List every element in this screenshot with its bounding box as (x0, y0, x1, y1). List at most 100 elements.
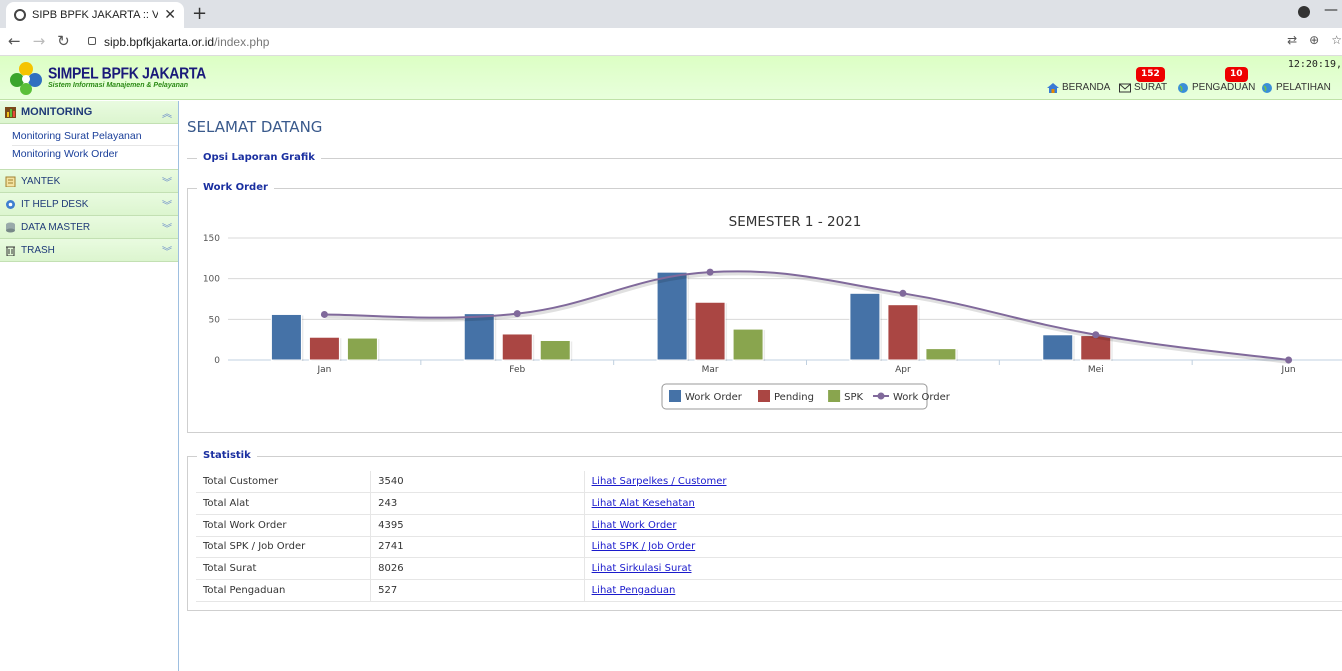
line-point (1285, 356, 1293, 364)
sidebar-section-data-master[interactable]: DATA MASTER ︾ (0, 216, 178, 239)
x-tick-label: Mar (702, 365, 719, 375)
gear-icon (6, 199, 15, 209)
new-tab-icon[interactable]: + (192, 3, 208, 24)
tab-title: SIPB BPFK JAKARTA :: Version 2.1 (32, 9, 159, 21)
minimize-icon[interactable]: — (1324, 2, 1338, 18)
star-icon[interactable]: ☆ (1331, 33, 1342, 47)
chart-legend (661, 383, 928, 410)
nav-surat-label: SURAT (1134, 82, 1168, 93)
sidebar-it-help-desk-label: IT HELP DESK (21, 198, 89, 210)
lock-icon[interactable] (88, 37, 96, 45)
zoom-icon[interactable]: ⊕ (1309, 33, 1320, 47)
statistik-table: Total Customer 3540 Lihat Sarpelkes / Cu… (196, 471, 1342, 602)
line-point (320, 310, 328, 318)
globe-icon (1178, 82, 1188, 93)
database-icon (6, 222, 15, 232)
statistik-panel (187, 456, 1342, 611)
y-tick-label: 100 (203, 275, 220, 285)
legend-swatch (828, 390, 841, 402)
reload-icon[interactable]: ↻ (57, 32, 70, 50)
work-order-legend: Work Order (197, 182, 274, 193)
legend-label: Pending (774, 392, 814, 403)
nav-surat[interactable]: SURAT (1119, 82, 1167, 93)
x-tick-label: Apr (895, 365, 911, 375)
stat-value: 527 (370, 579, 585, 602)
surat-badge: 152 (1136, 67, 1165, 82)
sidebar: MONITORING ︽ Monitoring Surat Pelayanan … (0, 101, 179, 671)
chart-icon (5, 106, 16, 118)
translate-icon[interactable]: ⇄ (1287, 33, 1298, 47)
sidebar-trash-label: TRASH (21, 244, 55, 256)
page-title: SELAMAT DATANG (187, 118, 323, 136)
stat-link[interactable]: Lihat Pengaduan (591, 584, 676, 596)
nav-beranda[interactable]: BERANDA (1047, 82, 1110, 93)
stat-link[interactable]: Lihat Sirkulasi Surat (591, 563, 692, 575)
sidebar-item-monitoring-work-order[interactable]: Monitoring Work Order (12, 148, 119, 160)
stat-value: 8026 (370, 557, 585, 580)
line-point (513, 310, 521, 318)
chevron-down-icon[interactable]: ︾ (162, 201, 172, 212)
sidebar-item-monitoring-surat[interactable]: Monitoring Surat Pelayanan (12, 128, 178, 146)
bar (732, 328, 764, 361)
sidebar-section-monitoring[interactable]: MONITORING ︽ (0, 101, 178, 124)
browser-nav: ← → ↻ (8, 32, 70, 50)
record-icon[interactable] (1298, 6, 1310, 18)
close-tab-icon[interactable]: ✕ (164, 7, 176, 23)
stat-value: 4395 (370, 514, 585, 537)
bar (539, 339, 571, 361)
browser-tab[interactable]: SIPB BPFK JAKARTA :: Version 2.1 ✕ (6, 2, 184, 28)
nav-pengaduan[interactable]: PENGADUAN (1177, 82, 1255, 93)
sidebar-monitoring-label: MONITORING (21, 106, 93, 118)
y-tick-label: 50 (209, 315, 221, 325)
legend-label: Work Order (685, 392, 743, 403)
legend-marker (877, 392, 885, 400)
x-tick-label: Feb (509, 365, 525, 375)
globe-icon (1262, 82, 1272, 93)
line-point (1092, 331, 1100, 339)
bar (1042, 334, 1074, 361)
sidebar-section-yantek[interactable]: YANTEK ︾ (0, 170, 178, 193)
nav-pengaduan-label: PENGADUAN (1192, 82, 1256, 93)
home-icon (1047, 82, 1059, 93)
address-bar: ← → ↻ sipb.bpfkjakarta.or.id/index.php ⇄… (0, 28, 1342, 56)
address-icons: ⇄ ⊕ ☆ (1287, 33, 1342, 47)
opsi-legend[interactable]: Opsi Laporan Grafik (197, 152, 321, 163)
browser-tabbar: SIPB BPFK JAKARTA :: Version 2.1 ✕ + — (0, 0, 1342, 28)
stat-link[interactable]: Lihat Work Order (591, 519, 677, 531)
logo-subtitle: Sistem Informasi Manajemen & Pelayanan (48, 82, 189, 89)
clock: 12:20:19, (1287, 59, 1342, 70)
bar (270, 313, 302, 361)
stat-link[interactable]: Lihat Sarpelkes / Customer (591, 476, 727, 488)
chevron-down-icon[interactable]: ︾ (162, 224, 172, 235)
stat-label: Total Surat (196, 557, 372, 580)
legend-swatch (758, 390, 770, 402)
stat-value: 243 (370, 492, 585, 515)
mail-icon (1119, 83, 1131, 92)
line-point (706, 268, 714, 276)
bar (694, 301, 726, 361)
nav-beranda-label: BERANDA (1062, 82, 1111, 93)
forward-icon[interactable]: → (32, 32, 46, 50)
nav-pelatihan[interactable]: PELATIHAN (1261, 82, 1331, 93)
chart-title: SEMESTER 1 - 2021 (729, 214, 862, 230)
stat-value: 3540 (370, 471, 585, 494)
sidebar-section-it-help-desk[interactable]: IT HELP DESK ︾ (0, 193, 178, 216)
stat-label: Total Work Order (196, 514, 372, 537)
chevron-up-icon[interactable]: ︽ (162, 109, 172, 120)
chevron-down-icon[interactable]: ︾ (162, 178, 172, 189)
chevron-down-icon[interactable]: ︾ (162, 247, 172, 258)
line-shadow (325, 271, 1290, 364)
back-icon[interactable]: ← (8, 32, 21, 50)
y-tick-label: 150 (203, 234, 220, 244)
work-order-panel (187, 188, 1342, 433)
x-tick-label: Mei (1088, 365, 1104, 375)
statistik-legend: Statistik (197, 450, 257, 461)
url-path: /index.php (214, 35, 270, 49)
trash-icon (6, 246, 15, 256)
stat-link[interactable]: Lihat SPK / Job Order (591, 541, 696, 553)
stat-link[interactable]: Lihat Alat Kesehatan (591, 498, 695, 510)
stat-label: Total SPK / Job Order (196, 536, 372, 559)
sidebar-section-trash[interactable]: TRASH ︾ (0, 239, 178, 262)
globe-icon (14, 9, 26, 21)
url-field[interactable]: sipb.bpfkjakarta.or.id/index.php (104, 35, 269, 49)
